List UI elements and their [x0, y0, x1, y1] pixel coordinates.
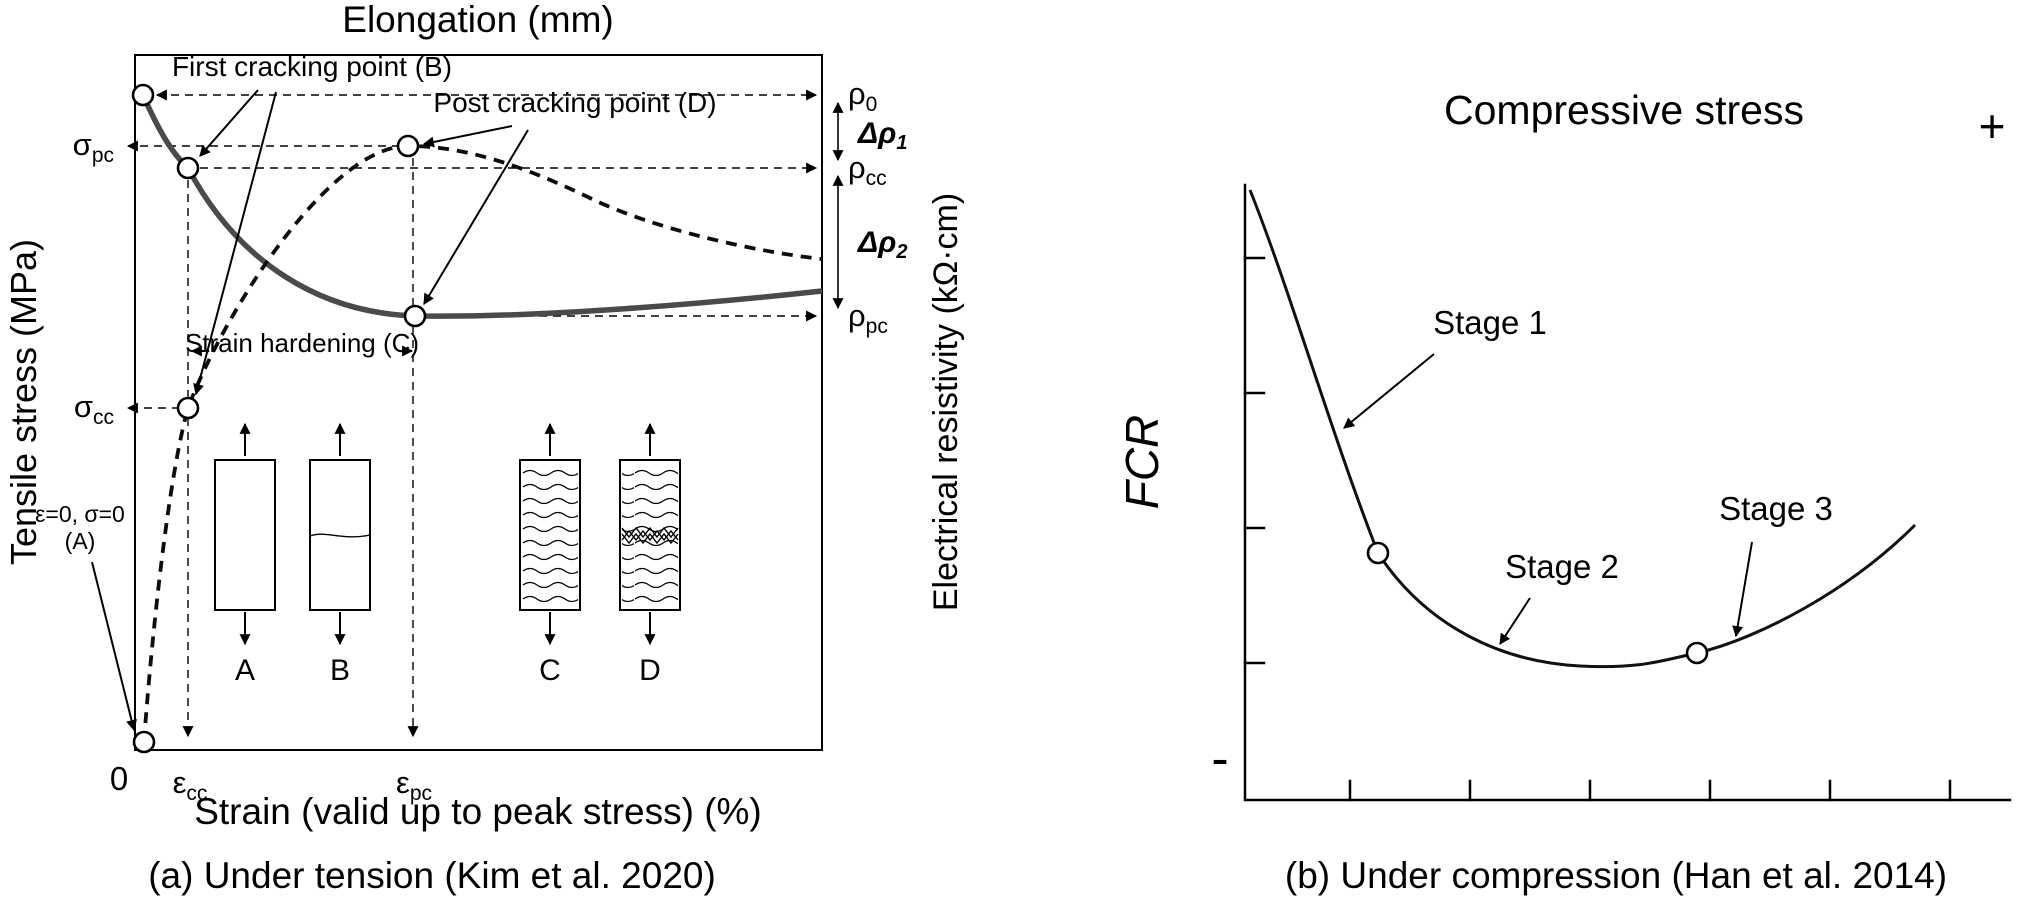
stage-2-arrow [1499, 597, 1531, 645]
specimen-d: D [619, 422, 681, 687]
fcr-axis-title: FCR [1116, 415, 1168, 510]
rho-pc-label: ρpc [848, 298, 888, 338]
eps-pc-label: εpc [396, 765, 432, 805]
multi-cracks [522, 464, 578, 606]
axes-b [1243, 183, 2012, 802]
stage-3-arrow [1732, 541, 1753, 638]
panel-b: Compressive stress + FCR - Stage 1 Stage… [1116, 87, 2012, 896]
tensile-stress-curve [142, 144, 823, 743]
point-b-sigmacc [176, 396, 200, 420]
eps-cc-label: εcc [173, 765, 208, 805]
y-ticks [1243, 256, 1266, 665]
stage-1-label: Stage 1 [1433, 304, 1547, 341]
minus-sign-label: - [1211, 730, 1228, 788]
specimen-b-label: B [330, 654, 350, 687]
post-cracking-arrow-1 [422, 125, 513, 148]
right-axis-title: Electrical resistivity (kΩ·cm) [927, 193, 965, 611]
point-rho0 [131, 83, 155, 107]
rho-cc-label: ρcc [848, 150, 887, 190]
specimen-b: B [309, 422, 371, 687]
localized-crack-band [621, 526, 679, 545]
bottom-axis-title: Strain (valid up to peak stress) (%) [194, 791, 762, 832]
stage-2-label: Stage 2 [1505, 548, 1619, 585]
first-cracking-label: First cracking point (B) [172, 51, 452, 82]
stage1-2-boundary-point [1366, 541, 1390, 565]
first-cracking-arrow-2 [193, 91, 277, 396]
specimen-a-label: A [235, 654, 255, 687]
origin-point-label: (A) [65, 528, 96, 554]
specimen-sketches: A B C [214, 422, 681, 687]
specimen-c-label: C [539, 654, 561, 687]
stage-3-label: Stage 3 [1719, 490, 1833, 527]
top-axis-title: Elongation (mm) [342, 0, 613, 40]
origin-condition-label: ε=0, σ=0 [35, 501, 125, 527]
rho-0-label: ρ0 [848, 76, 877, 116]
caption-b: (b) Under compression (Han et al. 2014) [1285, 855, 1947, 896]
panel-a: Elongation (mm) Tensile stress (MPa) Ele… [3, 0, 965, 896]
caption-a: (a) Under tension (Kim et al. 2020) [148, 855, 716, 896]
zero-tick-label: 0 [110, 760, 128, 797]
post-cracking-arrow-2 [423, 129, 529, 305]
specimen-a: A [214, 422, 276, 687]
panel-b-title: Compressive stress [1444, 87, 1804, 133]
x-ticks [1348, 779, 1952, 802]
point-a-origin [132, 730, 156, 754]
first-cracking-arrow-1 [199, 89, 259, 157]
delta-rho-2-label: Δρ2 [857, 226, 907, 263]
specimen-c: C [519, 422, 581, 687]
specimen-b-body [309, 459, 371, 611]
post-cracking-label: Post cracking point (D) [433, 87, 716, 118]
plot-frame-a [134, 54, 823, 751]
sigma-cc-label: σcc [74, 389, 114, 429]
strain-hardening-label: Strain hardening (C) [185, 328, 419, 358]
left-axis-title: Tensile stress (MPa) [3, 239, 44, 565]
origin-arrow [91, 561, 137, 732]
stage2-3-boundary-point [1685, 641, 1709, 665]
point-d-sigmapc [396, 134, 420, 158]
delta-rho-1-label: Δρ1 [857, 117, 907, 154]
single-crack [309, 533, 371, 538]
guide-lines [126, 89, 818, 738]
plus-sign-label: + [1979, 100, 2006, 152]
specimen-a-body [214, 459, 276, 611]
stage-1-arrow [1343, 353, 1435, 429]
specimen-d-label: D [639, 654, 661, 687]
sigma-pc-label: σpc [73, 127, 114, 167]
point-rhocc-first-cracking [176, 156, 200, 180]
fcr-curve [1248, 189, 1917, 669]
point-rhopc-post-cracking [403, 304, 427, 328]
